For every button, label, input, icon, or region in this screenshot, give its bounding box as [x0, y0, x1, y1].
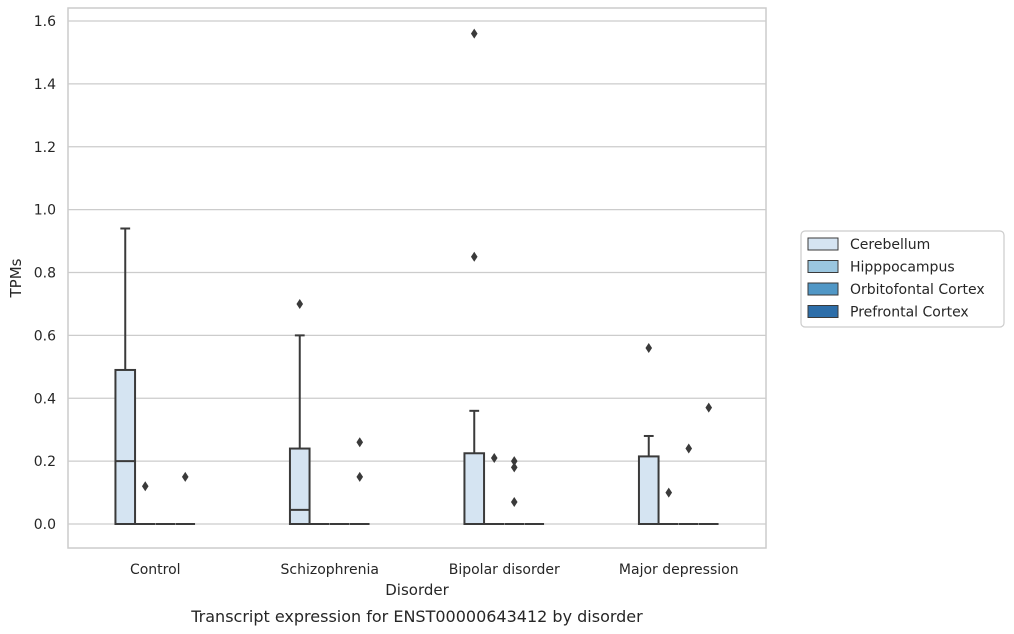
box-orbitofontal-cortex [678, 443, 699, 525]
y-tick-label: 1.4 [34, 77, 56, 93]
legend-label: Hipppocampus [850, 260, 955, 276]
y-axis: 0.0 0.2 0.4 0.6 0.8 1.0 1.2 1.4 1.6 [34, 14, 56, 533]
y-tick-label: 1.0 [34, 203, 56, 219]
legend-label: Orbitofontal Cortex [850, 282, 985, 298]
y-axis-label: TPMs [7, 258, 25, 298]
box-hipppocampus [658, 487, 679, 525]
x-axis: Control Schizophrenia Bipolar disorder Majo… [130, 562, 739, 578]
outlier-point [356, 437, 364, 448]
box-prefrontal-cortex [349, 437, 370, 525]
box-prefrontal-cortex [698, 402, 719, 525]
chart-caption: Transcript expression for ENST0000064341… [190, 607, 643, 626]
outlier-point [510, 496, 518, 507]
grid [68, 20, 766, 525]
y-tick-label: 0.0 [34, 517, 56, 533]
y-tick-label: 0.6 [34, 328, 56, 344]
legend-swatch [807, 260, 839, 273]
outlier-point [510, 462, 518, 473]
box-cerebellum [114, 227, 137, 525]
outlier-point [645, 342, 653, 353]
box-hipppocampus [484, 452, 505, 525]
box [637, 455, 660, 525]
y-tick-label: 1.6 [34, 14, 56, 30]
box [288, 447, 311, 525]
box [114, 368, 137, 525]
legend-swatch [807, 282, 839, 296]
x-tick-label: Major depression [619, 562, 739, 578]
outlier-point [356, 471, 364, 482]
x-tick-label: Bipolar disorder [449, 562, 560, 578]
legend-swatch [807, 237, 839, 251]
y-tick-label: 0.2 [34, 454, 56, 470]
outlier-point [490, 452, 498, 463]
y-tick-label: 0.8 [34, 266, 56, 282]
legend-label: Prefrontal Cortex [850, 305, 969, 321]
outlier-point [510, 456, 518, 467]
y-tick-label: 0.4 [34, 391, 56, 407]
outlier-point [705, 402, 713, 413]
box-cerebellum [463, 28, 486, 525]
outlier-point [470, 251, 478, 262]
x-tick-label: Control [130, 562, 181, 578]
box-prefrontal-cortex [175, 471, 196, 525]
box-cerebellum [637, 342, 660, 525]
outlier-point [470, 28, 478, 39]
box-cerebellum [288, 298, 311, 525]
outlier-point [181, 471, 189, 482]
outlier-point [665, 487, 673, 498]
box-plots [114, 28, 719, 525]
outlier-point [685, 443, 693, 454]
legend-label: Cerebellum [850, 237, 930, 253]
outlier-point [296, 298, 304, 309]
box-hipppocampus [135, 481, 156, 525]
box-orbitofontal-cortex [504, 456, 525, 525]
x-tick-label: Schizophrenia [281, 562, 379, 578]
x-axis-label: Disorder [385, 581, 449, 599]
legend: Cerebellum Hipppocampus Orbitofontal Corte… [800, 230, 1005, 328]
legend-swatch [807, 305, 839, 318]
y-tick-label: 1.2 [34, 140, 56, 156]
legend-frame [800, 230, 1005, 328]
box [463, 452, 486, 525]
outlier-point [141, 481, 149, 492]
plot-frame [67, 7, 767, 549]
